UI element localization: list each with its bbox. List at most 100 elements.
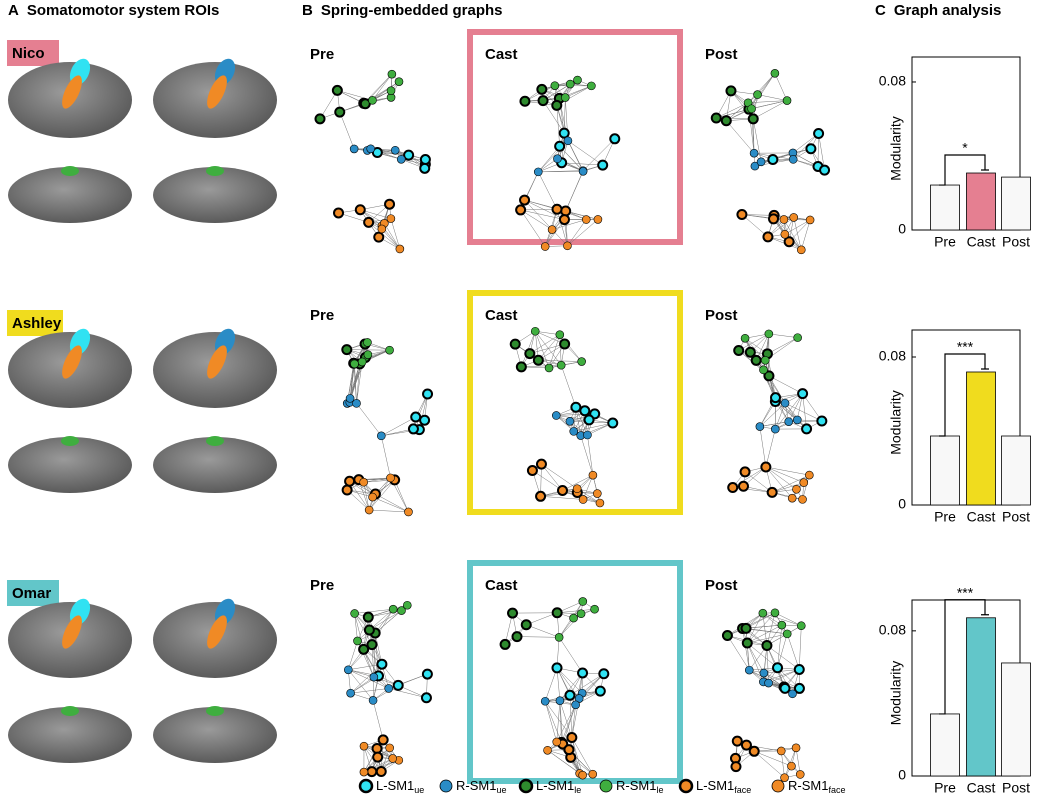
graph-node (782, 629, 792, 639)
y-axis-label: Modularity (888, 661, 904, 726)
graph-edge (727, 635, 750, 671)
graph-node (767, 154, 779, 166)
graph-node (590, 604, 599, 614)
graph-edge (567, 219, 599, 246)
graph-node (805, 143, 817, 155)
panel-letter: A (8, 2, 19, 19)
graph-node (581, 215, 591, 224)
graph-edge (520, 209, 553, 230)
graph-edge (765, 466, 797, 490)
graph-node (366, 144, 376, 154)
graph-node (563, 136, 573, 146)
graph-node (779, 682, 791, 694)
graph-node (569, 427, 579, 436)
graph-edge (573, 422, 613, 432)
roi (61, 436, 79, 446)
graph-edge (556, 209, 568, 246)
graph-node (801, 423, 813, 435)
bar (930, 435, 960, 506)
graph-edge (567, 219, 587, 246)
graph-edge (567, 140, 603, 166)
graph-edge (746, 624, 782, 629)
graph-edge (394, 479, 409, 513)
graph-node (366, 639, 378, 651)
graph-node (551, 411, 561, 420)
graph-node (532, 354, 544, 366)
graph-edge (582, 475, 594, 500)
graph-edge (751, 100, 788, 110)
graph-edge (381, 228, 401, 250)
graph-node (359, 767, 369, 777)
legend-label: L-SM1le (536, 778, 581, 795)
graph-edge (538, 146, 560, 173)
graph-node (358, 643, 370, 655)
graph-node (551, 607, 563, 619)
condition-label: Pre (310, 46, 334, 63)
roi (206, 436, 224, 446)
graph-node (573, 75, 582, 85)
graph-node (595, 498, 605, 508)
graph-node (780, 229, 790, 239)
graph-node (511, 631, 523, 643)
graph-edge (372, 700, 384, 740)
graph-node (331, 84, 343, 96)
graph-node (402, 600, 412, 610)
bar (966, 371, 996, 506)
graph-node (768, 213, 780, 225)
graph-node (565, 417, 575, 426)
graph-node (334, 106, 346, 118)
graph-node (739, 466, 751, 478)
graph-node (762, 231, 774, 243)
condition-label: Post (705, 46, 738, 63)
graph-node (350, 359, 359, 369)
significance-label: *** (957, 584, 974, 600)
graph-edge (388, 688, 427, 699)
graph-node (341, 344, 353, 356)
graph-node (403, 149, 415, 161)
roi (206, 706, 224, 716)
panel-heading: C Graph analysis (875, 2, 1001, 19)
graph-node (763, 370, 775, 382)
graph-edge (746, 744, 782, 752)
plot-frame (911, 329, 1021, 506)
graph-node (740, 622, 752, 634)
graph-node (515, 361, 527, 373)
graph-node (793, 663, 805, 675)
graph-node (377, 431, 386, 441)
brain-surface (153, 167, 277, 223)
graph-node (788, 689, 797, 699)
graph-node (731, 735, 743, 747)
graph-node (577, 667, 589, 679)
graph-edge (793, 217, 802, 250)
graph-node (593, 489, 602, 498)
graph-node (395, 244, 405, 254)
graph-node (776, 746, 786, 756)
graph-edge (526, 612, 558, 626)
graph-node (558, 214, 570, 226)
graph-node (558, 127, 570, 139)
graph-edge (762, 612, 788, 635)
graph-node (397, 606, 406, 615)
graph-node (344, 475, 356, 487)
graph-edge (748, 73, 776, 110)
graph-edge (521, 364, 562, 368)
graph-edge (541, 464, 563, 491)
graph-node (377, 224, 387, 234)
legend-label: L-SM1face (696, 778, 751, 795)
graph-edge (535, 331, 550, 369)
graph-node (544, 363, 554, 373)
graph-node (386, 214, 396, 223)
graph-edge (545, 692, 583, 702)
graph-edge (753, 100, 788, 120)
graph-node (759, 365, 768, 375)
graph-node (560, 205, 572, 217)
graph-edge (752, 118, 762, 162)
graph-node (744, 665, 754, 675)
graph-edge (801, 219, 811, 250)
graph-node (536, 83, 548, 95)
graph-node (515, 204, 527, 216)
graph-node (359, 98, 371, 110)
graph-node (744, 346, 756, 358)
graph-node (410, 411, 422, 423)
graph-node (551, 203, 563, 215)
